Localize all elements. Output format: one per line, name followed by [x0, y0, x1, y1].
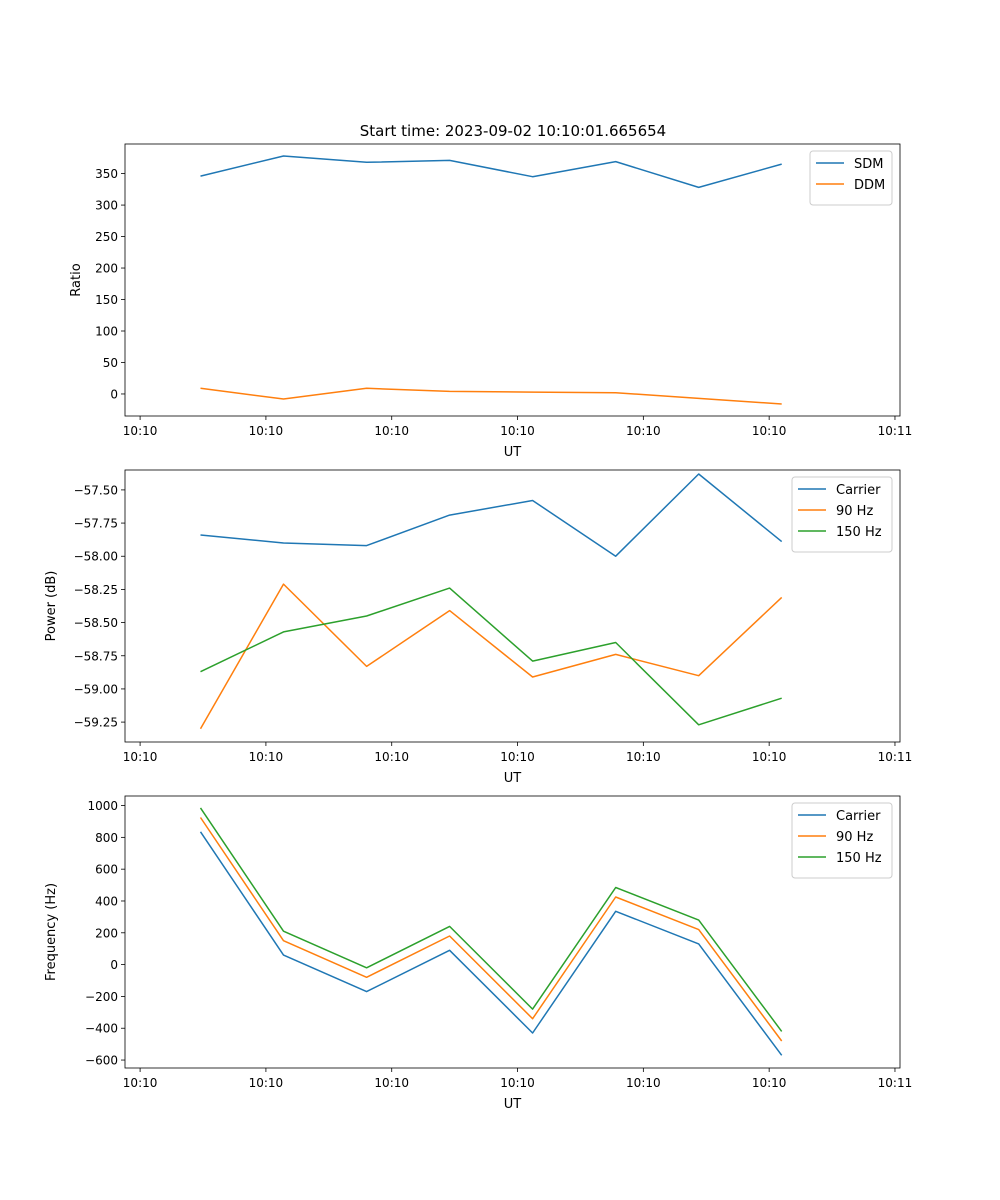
power-series-line-90-hz	[199, 583, 783, 730]
ratio-x-tick-label: 10:10	[249, 424, 284, 438]
ratio-y-tick-label: 150	[95, 293, 118, 307]
power-series-line-150-hz	[200, 587, 782, 726]
frequency-y-tick-label: 200	[95, 926, 118, 940]
power-y-tick-label: −58.75	[74, 649, 118, 663]
ratio-x-tick-label: 10:10	[374, 424, 409, 438]
ratio-legend-label: DDM	[854, 178, 885, 193]
ratio-legend-label: SDM	[854, 157, 883, 172]
frequency-legend-box	[791, 802, 893, 879]
power-axes-frame	[124, 469, 901, 743]
power-x-tick-label: 10:10	[123, 750, 158, 764]
frequency-axes-frame	[124, 795, 901, 1069]
ratio-panel: 10:10 10:10 10:10 10:10 10:10 10:10 10:11 0 50 10…	[69, 143, 913, 460]
power-y-tick-label: −58.00	[74, 550, 118, 564]
power-y-tick-label: −59.25	[74, 716, 118, 730]
frequency-legend-label: Carrier	[836, 809, 881, 824]
power-series-line-carrier	[200, 473, 783, 557]
ratio-y-tick-label: 300	[95, 199, 118, 213]
ratio-y-tick-label: 100	[95, 325, 118, 339]
frequency-x-tick-label: 10:10	[626, 1076, 661, 1090]
ratio-x-tick-label: 10:11	[878, 424, 913, 438]
ratio-series-line-sdm	[200, 155, 782, 189]
frequency-legend-label: 90 Hz	[836, 830, 873, 845]
frequency-y-tick-label: −400	[85, 1022, 118, 1036]
power-y-tick-label: −57.50	[74, 483, 118, 497]
frequency-x-tick-label: 10:10	[500, 1076, 535, 1090]
frequency-y-tick-label: 0	[110, 958, 118, 972]
ratio-x-tick-label: 10:10	[626, 424, 661, 438]
frequency-series-line-90-hz	[199, 817, 783, 1042]
frequency-x-tick-label: 10:10	[374, 1076, 409, 1090]
ratio-y-tick-label: 350	[95, 167, 118, 181]
frequency-y-tick-label: −200	[85, 990, 118, 1004]
frequency-y-tick-label: −600	[85, 1054, 118, 1068]
power-legend-label: Carrier	[836, 483, 881, 498]
power-x-axis-label: UT	[504, 771, 522, 786]
frequency-y-tick-label: 800	[95, 831, 118, 845]
ratio-y-tick-label: 250	[95, 230, 118, 244]
ratio-x-axis-label: UT	[504, 445, 522, 460]
power-legend-label: 90 Hz	[836, 504, 873, 519]
power-y-tick-label: −59.00	[74, 682, 118, 696]
power-panel: 10:10 10:10 10:10 10:10 10:10 10:10 10:11 −59.2…	[44, 469, 913, 786]
ratio-x-tick-label: 10:10	[123, 424, 158, 438]
frequency-y-axis-label: Frequency (Hz)	[44, 883, 59, 981]
power-x-tick-label: 10:11	[878, 750, 913, 764]
ratio-y-tick-label: 0	[110, 387, 118, 401]
ratio-y-tick-label: 50	[103, 356, 118, 370]
frequency-series-line-150-hz	[199, 807, 783, 1032]
frequency-x-tick-label: 10:11	[878, 1076, 913, 1090]
frequency-y-tick-label: 600	[95, 863, 118, 877]
frequency-series-line-carrier	[199, 831, 783, 1056]
frequency-legend-label: 150 Hz	[836, 851, 882, 866]
frequency-x-tick-label: 10:10	[123, 1076, 158, 1090]
power-y-axis-label: Power (dB)	[44, 571, 59, 642]
power-legend-box	[791, 476, 893, 553]
power-y-tick-label: −58.25	[74, 583, 118, 597]
power-x-tick-label: 10:10	[374, 750, 409, 764]
frequency-x-axis-label: UT	[504, 1097, 522, 1112]
ratio-y-axis-label: Ratio	[69, 263, 84, 296]
figure-title: Start time: 2023-09-02 10:10:01.665654	[360, 122, 666, 140]
frequency-x-tick-label: 10:10	[752, 1076, 787, 1090]
ratio-legend-box	[809, 150, 893, 206]
ratio-axes-frame	[124, 143, 901, 417]
power-x-tick-label: 10:10	[500, 750, 535, 764]
frequency-y-tick-label: 1000	[87, 799, 118, 813]
power-y-tick-label: −57.75	[74, 517, 118, 531]
frequency-y-tick-label: 400	[95, 894, 118, 908]
power-legend-label: 150 Hz	[836, 525, 882, 540]
frequency-panel: 10:10 10:10 10:10 10:10 10:10 10:10 10:11 −600 −…	[44, 795, 913, 1112]
frequency-x-tick-label: 10:10	[249, 1076, 284, 1090]
ratio-series-line-ddm	[200, 387, 782, 405]
power-x-tick-label: 10:10	[752, 750, 787, 764]
ratio-y-tick-label: 200	[95, 262, 118, 276]
power-x-tick-label: 10:10	[249, 750, 284, 764]
power-y-tick-label: −58.50	[74, 616, 118, 630]
ratio-x-tick-label: 10:10	[500, 424, 535, 438]
power-x-tick-label: 10:10	[626, 750, 661, 764]
ratio-x-tick-label: 10:10	[752, 424, 787, 438]
